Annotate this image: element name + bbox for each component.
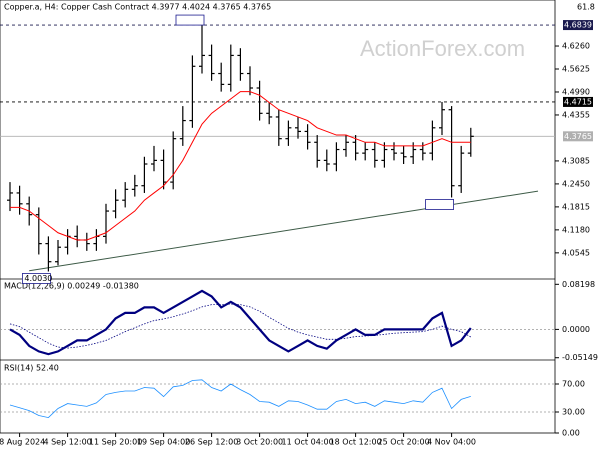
y-tick-label: 0.0000	[562, 325, 590, 334]
x-tick-label: 4 Nov 04:00	[427, 438, 476, 447]
indicator-line	[9, 303, 471, 349]
y-tick-label: 4.3085	[562, 156, 590, 165]
annotation-label: 4.0030	[24, 274, 52, 283]
y-tick-label: 4.4990	[562, 87, 590, 96]
price-label-box	[563, 131, 593, 142]
rsi-title: RSI(14) 52.40	[4, 364, 59, 373]
x-tick-label: 25 Oct 20:00	[378, 438, 430, 447]
price-label-box	[563, 96, 593, 107]
annotation-box	[21, 273, 51, 284]
x-tick-label: 18 Oct 12:00	[330, 438, 382, 447]
y-tick-label: 4.1815	[562, 202, 590, 211]
moving-average	[10, 91, 471, 241]
x-tick-label: 11 Oct 04:00	[282, 438, 334, 447]
annotation-box	[175, 14, 205, 26]
y-tick-label: 70.00	[562, 380, 585, 389]
macd-title: MACD(12,26,9) 0.00249 -0.01380	[4, 282, 139, 291]
plot-frame	[0, 0, 556, 434]
y-tick-label: 0.08198	[562, 280, 595, 289]
y-tick-label: 4.6260	[562, 42, 590, 51]
price-label: 4.4715	[564, 97, 592, 106]
corner-label: 61.8	[577, 3, 595, 12]
price-label: 4.6839	[564, 21, 592, 30]
price-label: 4.3765	[564, 132, 592, 141]
y-tick-label: 4.2450	[562, 179, 590, 188]
y-tick-label: 0.00	[562, 429, 580, 438]
y-tick-label: 4.1180	[562, 225, 590, 234]
x-tick-label: 26 Sep 12:00	[185, 438, 238, 447]
y-tick-label: 30.00	[562, 408, 585, 417]
x-tick-label: 11 Sep 20:00	[89, 438, 142, 447]
x-tick-label: 3 Oct 20:00	[236, 438, 283, 447]
x-tick-label: 4 Sep 12:00	[43, 438, 91, 447]
y-tick-label: 4.4355	[562, 110, 590, 119]
watermark: ActionForex.com	[360, 36, 525, 61]
x-tick-label: 19 Sep 04:00	[137, 438, 190, 447]
y-tick-label: 4.5625	[562, 65, 590, 74]
x-tick-label: 28 Aug 2024	[0, 438, 45, 447]
chart-title: Copper.a, H4: Copper Cash Contract 4.397…	[4, 3, 271, 12]
price-label-box	[563, 20, 593, 31]
indicator-line	[9, 379, 471, 419]
annotation-box	[425, 199, 455, 210]
indicator-line	[9, 289, 472, 356]
y-tick-label: 4.0545	[562, 248, 590, 257]
y-tick-label: -0.05149	[562, 353, 598, 362]
